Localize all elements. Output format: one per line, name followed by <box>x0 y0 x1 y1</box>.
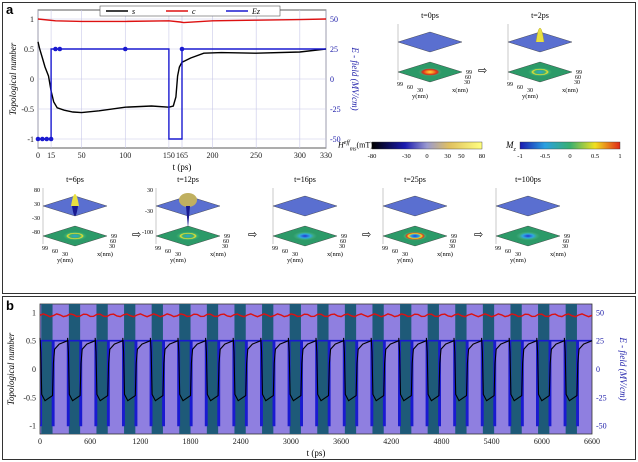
panel-b-label: b <box>6 298 14 313</box>
panel-a-label: a <box>6 2 14 17</box>
colorbar-h-label: Heffms(mT) <box>338 140 373 153</box>
panel-a-frame <box>2 2 636 294</box>
colorbar-m-label: Mz <box>506 140 516 153</box>
panel-b-frame <box>2 296 636 460</box>
